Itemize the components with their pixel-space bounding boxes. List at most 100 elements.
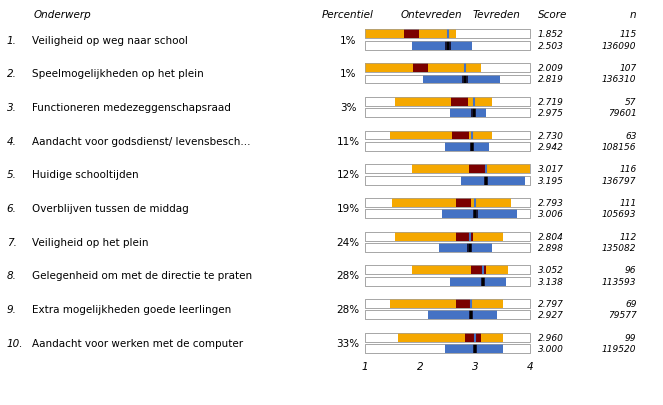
Bar [365,64,530,73]
Bar [469,131,492,140]
Bar [365,64,413,73]
Bar [395,98,452,107]
Text: 105693: 105693 [602,210,636,219]
Text: Overblijven tussen de middag: Overblijven tussen de middag [32,204,188,213]
Text: 1%: 1% [340,36,356,45]
Text: 136090: 136090 [602,42,636,51]
Text: Veiligheid op weg naar school: Veiligheid op weg naar school [32,36,188,45]
Text: 2.804: 2.804 [538,232,564,241]
Text: 3.000: 3.000 [538,344,564,353]
Text: 2.927: 2.927 [538,311,564,320]
Bar [365,311,530,320]
Text: 4: 4 [527,361,534,371]
Text: 63: 63 [625,131,636,140]
Bar [456,299,472,308]
Bar [412,266,471,275]
Bar [392,198,456,207]
Bar [365,109,530,118]
Text: 2.797: 2.797 [538,299,564,308]
Text: 9.: 9. [7,305,17,314]
Bar [365,131,530,140]
Bar [365,210,530,219]
Bar [469,165,485,174]
Bar [465,333,481,342]
Bar [365,75,530,84]
Bar [365,344,530,353]
Text: 12%: 12% [337,170,359,180]
Bar [365,176,530,185]
Bar [461,176,525,185]
Text: 107: 107 [619,64,636,73]
Text: 3.138: 3.138 [538,277,564,286]
Bar [413,64,428,73]
Text: Percentiel: Percentiel [322,10,374,19]
Text: 28%: 28% [337,271,359,281]
Bar [365,30,530,39]
Text: 113593: 113593 [602,277,636,286]
Bar [412,165,469,174]
Bar [446,42,451,51]
Text: 3.006: 3.006 [538,210,564,219]
Text: 2.975: 2.975 [538,109,564,118]
Text: 1.: 1. [7,36,17,45]
Text: 2.730: 2.730 [538,131,564,140]
Text: Speelmogelijkheden op het plein: Speelmogelijkheden op het plein [32,69,204,79]
Text: 3.052: 3.052 [538,266,564,275]
Text: 3.: 3. [7,103,17,113]
Bar [365,64,530,73]
Text: 112: 112 [619,232,636,241]
Bar [390,131,452,140]
Text: 6.: 6. [7,204,17,213]
Bar [471,266,486,275]
Bar [365,42,530,51]
Bar [428,64,481,73]
Bar [412,42,473,51]
Text: Gelegenheid om met de directie te praten: Gelegenheid om met de directie te praten [32,271,252,281]
Bar [450,109,486,118]
Bar [486,266,509,275]
Bar [365,165,530,174]
Bar [365,198,530,207]
Text: 57: 57 [625,98,636,107]
Bar [450,277,506,286]
Text: Aandacht voor godsdienst/ levensbesch...: Aandacht voor godsdienst/ levensbesch... [32,136,251,146]
Bar [365,243,530,252]
Bar [471,109,476,118]
Text: 8.: 8. [7,271,17,281]
Text: 2.898: 2.898 [538,243,564,252]
Text: 1%: 1% [340,69,356,79]
Bar [398,333,465,342]
Bar [481,277,485,286]
Bar [395,232,456,241]
Bar [469,311,473,320]
Bar [471,198,511,207]
Text: 24%: 24% [337,237,359,247]
Text: 1.852: 1.852 [538,30,564,39]
Bar [456,198,471,207]
Bar [365,210,530,219]
Bar [365,266,530,275]
Text: 2: 2 [416,361,423,371]
Bar [445,143,489,151]
Text: 2.503: 2.503 [538,42,564,51]
Bar [365,165,530,174]
Text: 79601: 79601 [608,109,636,118]
Bar [365,30,530,39]
Text: 115: 115 [619,30,636,39]
Text: 79577: 79577 [608,311,636,320]
Bar [365,98,530,107]
Bar [404,30,419,39]
Text: 1: 1 [361,361,368,371]
Bar [365,30,404,39]
Bar [365,143,530,151]
Text: 111: 111 [619,198,636,207]
Text: 136310: 136310 [602,75,636,84]
Bar [365,232,530,241]
Bar [481,333,503,342]
Text: 108156: 108156 [602,143,636,151]
Bar [365,232,530,241]
Text: Ontevreden: Ontevreden [400,10,462,19]
Bar [456,232,473,241]
Bar [469,143,474,151]
Bar [484,176,489,185]
